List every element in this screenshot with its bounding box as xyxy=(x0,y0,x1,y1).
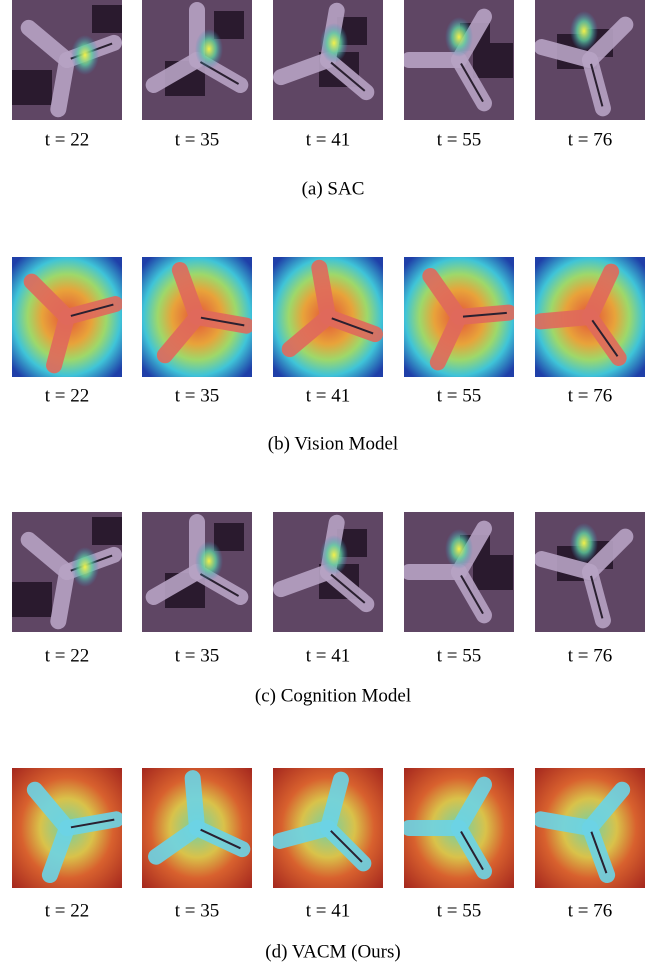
frame-label: t = 22 xyxy=(45,645,90,666)
frame-label: t = 41 xyxy=(306,129,351,150)
image-content xyxy=(142,768,261,888)
attention-glow xyxy=(195,29,223,69)
frame-image xyxy=(535,0,645,120)
frame-image xyxy=(12,257,127,377)
attention-glow xyxy=(195,541,223,581)
frame-label: t = 35 xyxy=(175,129,220,150)
image-content xyxy=(535,0,645,120)
image-content xyxy=(404,768,522,893)
frame-label: t = 35 xyxy=(175,900,220,921)
frame-image xyxy=(404,512,522,637)
frame-label: t = 41 xyxy=(306,900,351,921)
image-content xyxy=(535,768,648,890)
image-content xyxy=(404,257,514,377)
frame-image xyxy=(273,512,394,637)
image-content xyxy=(12,512,129,632)
frame-image xyxy=(142,257,254,377)
attention-glow xyxy=(71,35,99,75)
frame-image xyxy=(273,768,394,894)
attention-glow xyxy=(445,17,473,57)
frame-image xyxy=(535,512,645,632)
frame-label: t = 22 xyxy=(45,900,90,921)
dark-blob xyxy=(12,70,52,105)
frame-label: t = 76 xyxy=(568,385,613,406)
frame-label: t = 22 xyxy=(45,385,90,406)
attention-glow xyxy=(445,529,473,569)
attention-glow xyxy=(320,23,348,63)
image-content xyxy=(273,257,390,377)
frame-image xyxy=(12,768,124,888)
frame-image xyxy=(404,768,522,893)
dark-blob xyxy=(92,5,122,33)
frame-image xyxy=(142,0,262,123)
frame-image xyxy=(142,768,261,888)
frame-label: t = 55 xyxy=(437,385,482,406)
frame-label: t = 76 xyxy=(568,645,613,666)
image-content xyxy=(142,512,262,635)
image-content xyxy=(273,512,394,637)
panel-caption: (c) Cognition Model xyxy=(255,685,411,706)
frame-image xyxy=(12,0,129,120)
frame-image xyxy=(142,512,262,635)
panel-caption: (a) SAC xyxy=(302,178,365,199)
frame-image xyxy=(273,0,394,125)
dark-blob xyxy=(12,582,52,617)
panel-caption: (b) Vision Model xyxy=(268,433,398,454)
attention-glow xyxy=(320,535,348,575)
figure: t = 22 t = 35 t = 41 t = 55 t = 76 (a) SAC t =… xyxy=(0,0,667,968)
frame-image xyxy=(404,0,522,125)
frame-label: t = 55 xyxy=(437,645,482,666)
frame-image xyxy=(12,512,129,632)
frame-label: t = 22 xyxy=(45,129,90,150)
dark-blob xyxy=(92,517,122,545)
frame-label: t = 35 xyxy=(175,645,220,666)
image-content xyxy=(535,512,645,632)
frame-label: t = 55 xyxy=(437,129,482,150)
frame-label: t = 41 xyxy=(306,645,351,666)
frame-label: t = 55 xyxy=(437,900,482,921)
image-content xyxy=(12,0,129,120)
image-content xyxy=(404,512,522,637)
image-content xyxy=(142,0,262,123)
image-content xyxy=(535,257,654,383)
frame-label: t = 76 xyxy=(568,900,613,921)
image-content xyxy=(12,768,124,888)
frame-image xyxy=(273,257,390,377)
frame-label: t = 41 xyxy=(306,385,351,406)
attention-glow xyxy=(570,523,598,563)
image-content xyxy=(273,768,394,894)
panel-caption: (d) VACM (Ours) xyxy=(265,941,400,962)
frame-label: t = 35 xyxy=(175,385,220,406)
image-content xyxy=(12,257,127,377)
image-content xyxy=(142,257,254,377)
attention-glow xyxy=(71,547,99,587)
frame-image xyxy=(535,257,654,383)
frame-label: t = 76 xyxy=(568,129,613,150)
frame-image xyxy=(404,257,514,377)
frame-image xyxy=(535,768,648,890)
attention-glow xyxy=(570,11,598,51)
image-content xyxy=(404,0,522,125)
image-content xyxy=(273,0,394,125)
